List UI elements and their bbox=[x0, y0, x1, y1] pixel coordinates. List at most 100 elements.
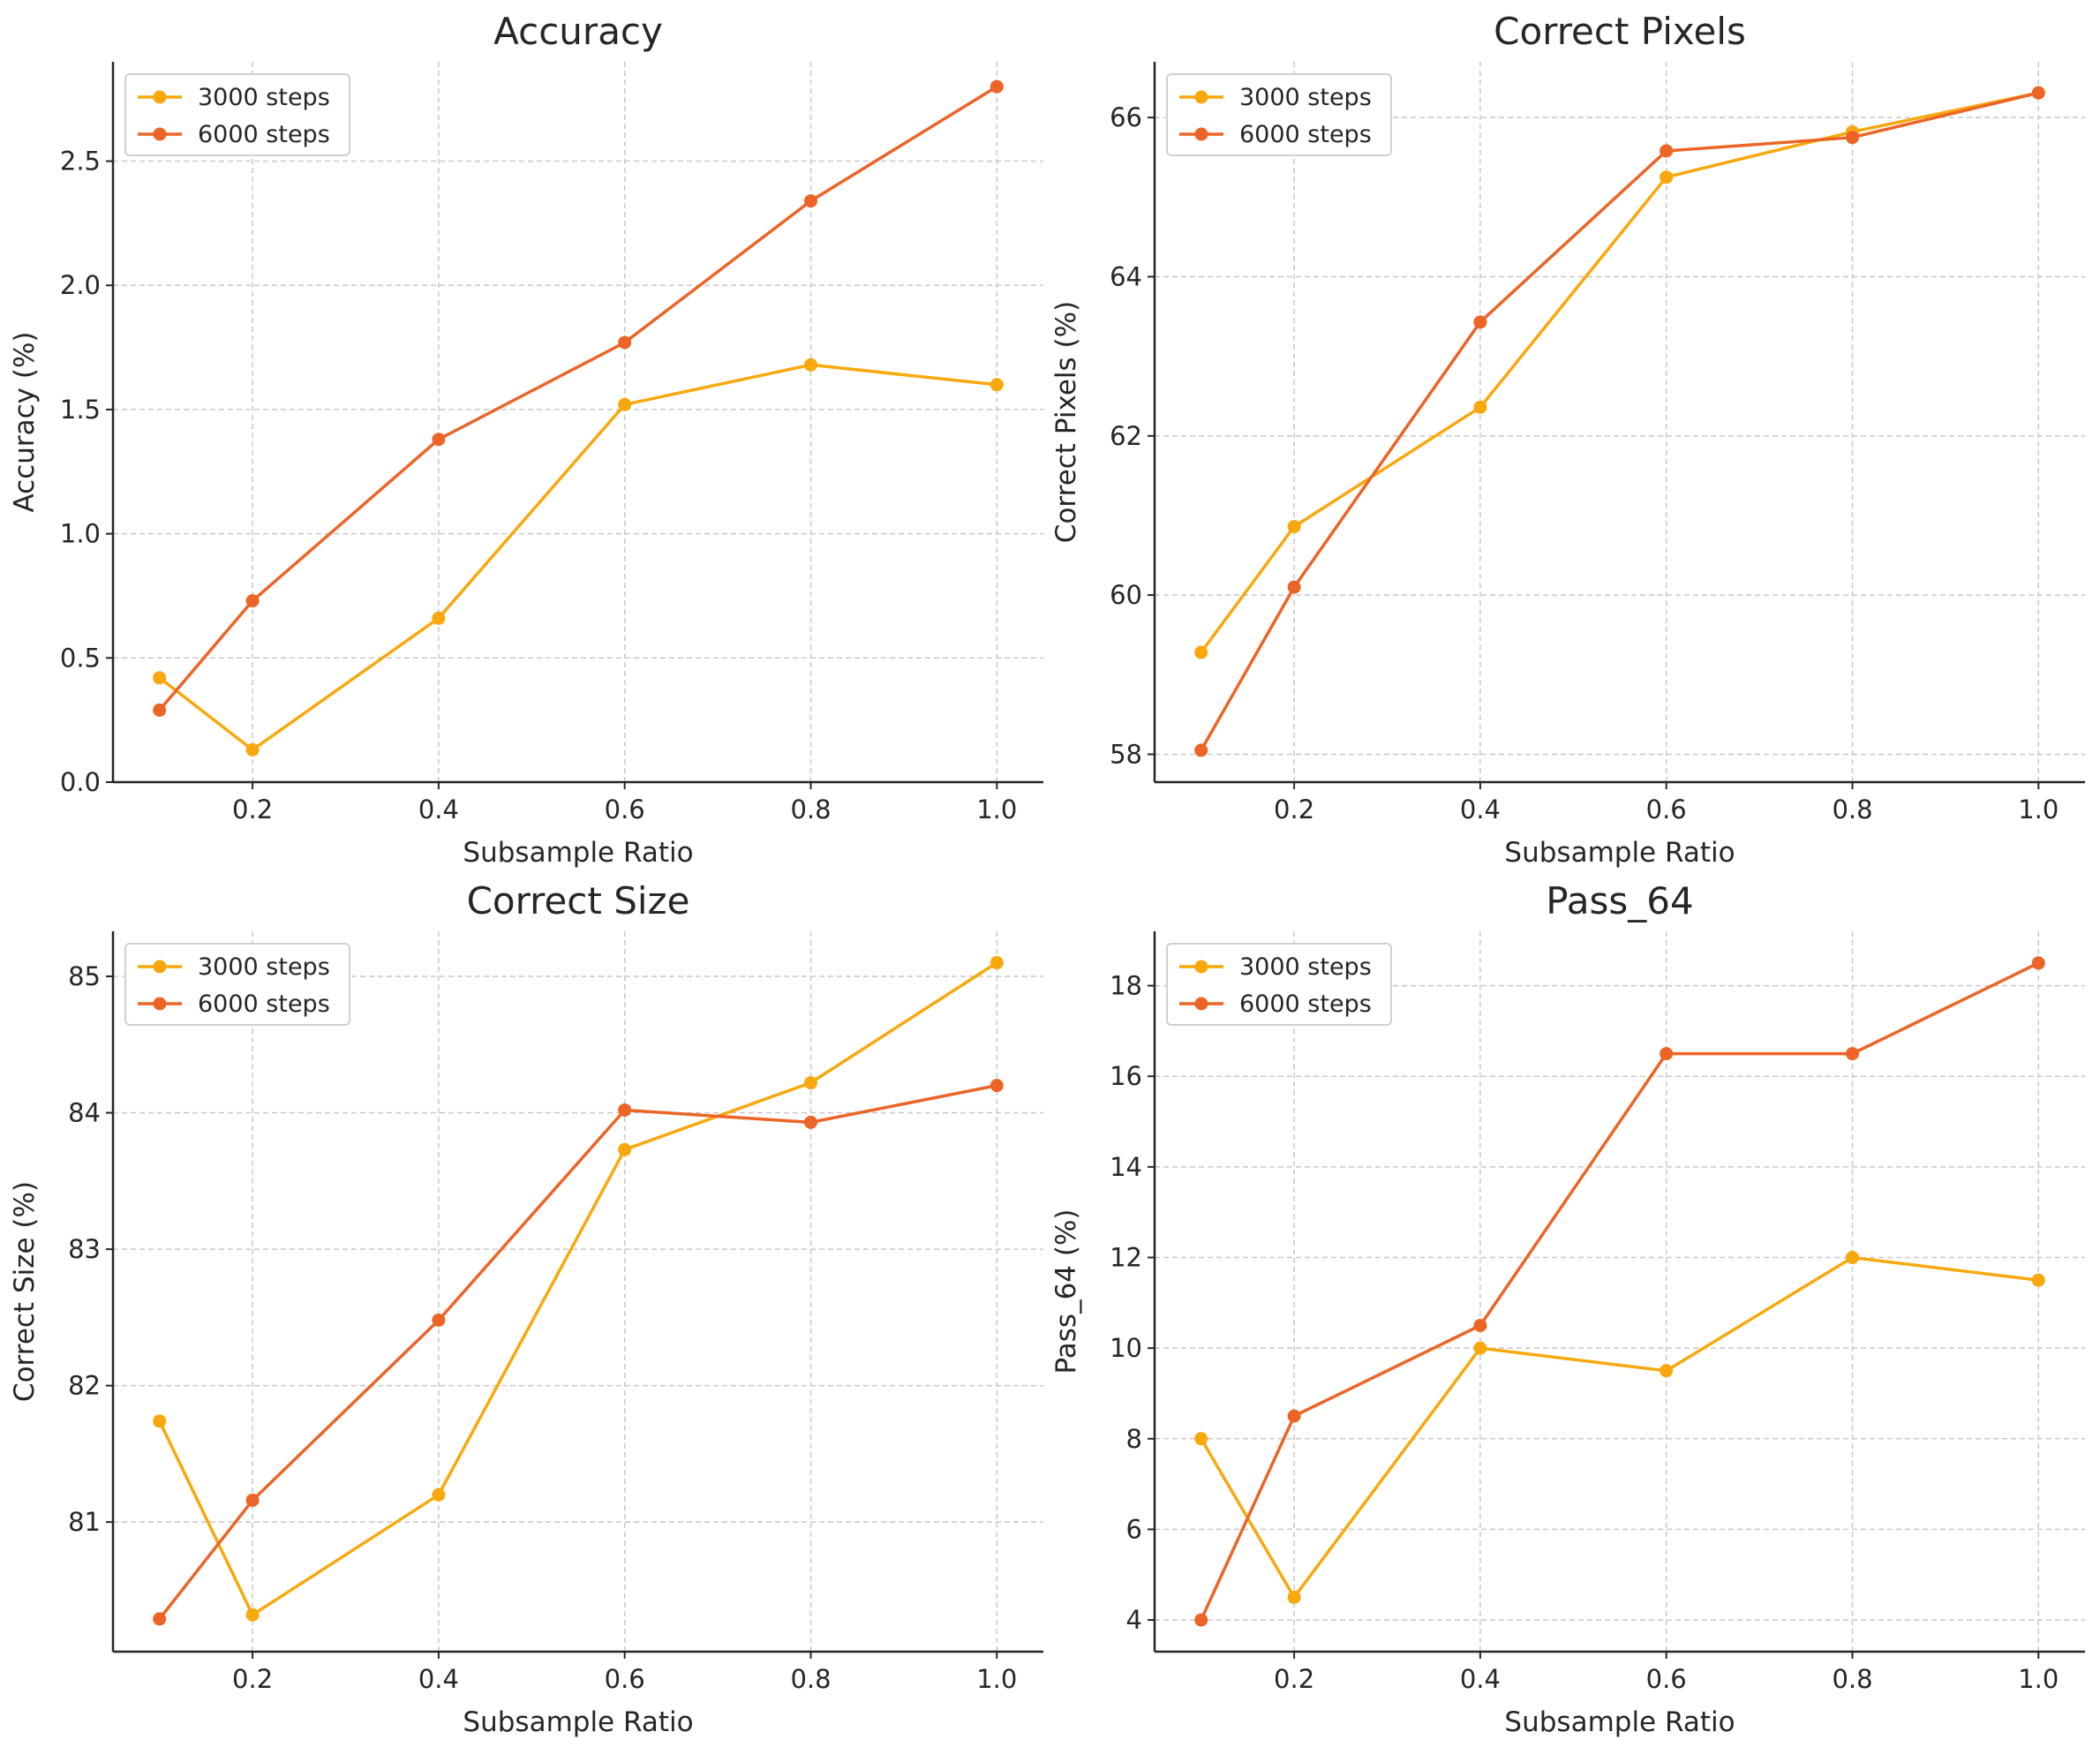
data-point bbox=[1846, 1251, 1859, 1265]
x-tick-label: 0.2 bbox=[1274, 1664, 1314, 1694]
y-tick-label: 12 bbox=[1110, 1243, 1142, 1273]
data-point bbox=[1287, 1409, 1301, 1423]
data-point bbox=[432, 1487, 446, 1502]
data-point bbox=[1194, 645, 1208, 659]
data-point bbox=[990, 378, 1004, 392]
chart-title: Correct Pixels bbox=[1494, 10, 1746, 53]
x-tick-label: 0.2 bbox=[232, 1664, 273, 1694]
x-tick-label: 0.6 bbox=[1646, 794, 1687, 825]
chart-title: Accuracy bbox=[493, 10, 663, 53]
x-tick-label: 0.2 bbox=[1274, 794, 1314, 825]
data-point bbox=[1287, 1590, 1301, 1604]
data-point bbox=[618, 1142, 632, 1156]
x-tick-label: 0.8 bbox=[790, 794, 831, 825]
series-1 bbox=[1194, 1251, 2045, 1604]
x-axis-label: Subsample Ratio bbox=[1504, 837, 1735, 869]
x-tick-label: 0.8 bbox=[1832, 1664, 1872, 1694]
y-tick-label: 60 bbox=[1110, 580, 1142, 610]
legend: 3000 steps 6000 steps bbox=[1166, 943, 1392, 1026]
legend: 3000 steps 6000 steps bbox=[1166, 73, 1392, 156]
data-point bbox=[153, 1414, 167, 1428]
series-1 bbox=[1194, 86, 2045, 659]
data-point bbox=[1846, 1047, 1859, 1061]
data-point bbox=[2031, 1273, 2045, 1287]
chart-panel-4: 0.2 0.4 0.6 0.8 1.0 4 6 8 10 12 14 16 18 Pass_64 Subsa… bbox=[1050, 879, 2085, 1738]
x-tick-label: 1.0 bbox=[2018, 794, 2059, 825]
chart-panel-2: 0.2 0.4 0.6 0.8 1.0 58 60 62 64 66 Correct Pixels S… bbox=[1050, 10, 2085, 869]
series-line bbox=[158, 85, 998, 712]
gridlines bbox=[113, 62, 1043, 783]
series-1 bbox=[153, 956, 1004, 1622]
data-point bbox=[153, 1612, 167, 1626]
y-tick-label: 10 bbox=[1110, 1333, 1142, 1363]
x-tick-label: 0.8 bbox=[790, 1664, 831, 1694]
y-tick-label: 0.0 bbox=[60, 767, 101, 797]
y-tick-label: 58 bbox=[1110, 739, 1142, 769]
series-line bbox=[1200, 1255, 2039, 1600]
legend-swatch-marker bbox=[1194, 960, 1208, 974]
legend-label: 3000 steps bbox=[1239, 953, 1372, 981]
series-line bbox=[158, 961, 998, 1617]
y-tick-label: 8 bbox=[1126, 1424, 1142, 1454]
legend-swatch-marker bbox=[153, 960, 167, 974]
x-tick-label: 1.0 bbox=[976, 1664, 1017, 1694]
legend-label: 3000 steps bbox=[198, 953, 330, 981]
data-point bbox=[1660, 170, 1674, 184]
legend-label: 6000 steps bbox=[1239, 121, 1372, 148]
data-point bbox=[1660, 1364, 1674, 1378]
data-point bbox=[432, 1313, 446, 1327]
data-point bbox=[1473, 315, 1487, 329]
gridlines bbox=[1155, 931, 2085, 1652]
data-point bbox=[1846, 131, 1859, 145]
data-point bbox=[2031, 956, 2045, 970]
y-axis-label: Correct Pixels (%) bbox=[1050, 301, 1082, 543]
chart-title: Correct Size bbox=[467, 879, 690, 922]
legend-label: 3000 steps bbox=[1239, 84, 1372, 111]
x-tick-label: 0.6 bbox=[605, 1664, 645, 1694]
legend-swatch-marker bbox=[153, 127, 167, 141]
x-tick-label: 0.4 bbox=[1460, 1664, 1501, 1694]
data-point bbox=[1194, 1432, 1208, 1446]
data-point bbox=[990, 1079, 1004, 1093]
series-1 bbox=[153, 358, 1004, 757]
y-tick-label: 1.0 bbox=[60, 519, 101, 549]
series-line bbox=[158, 363, 997, 752]
y-tick-label: 18 bbox=[1110, 971, 1142, 1001]
data-point bbox=[245, 1493, 260, 1507]
data-point bbox=[804, 194, 817, 208]
data-point bbox=[618, 335, 632, 350]
y-tick-label: 6 bbox=[1126, 1514, 1142, 1544]
data-point bbox=[1194, 743, 1208, 757]
chart-title: Pass_64 bbox=[1546, 879, 1693, 922]
x-tick-label: 0.2 bbox=[232, 794, 273, 825]
chart-panel-3: 0.2 0.4 0.6 0.8 1.0 81 82 83 84 85 Correct Size Sub… bbox=[9, 879, 1043, 1738]
data-point bbox=[1473, 1318, 1487, 1332]
y-tick-label: 85 bbox=[68, 961, 101, 991]
y-tick-label: 16 bbox=[1110, 1061, 1142, 1091]
y-axis-label: Accuracy (%) bbox=[9, 331, 41, 512]
data-point bbox=[804, 358, 817, 372]
legend-swatch-marker bbox=[1194, 90, 1208, 104]
data-point bbox=[1287, 520, 1301, 534]
y-axis-label: Correct Size (%) bbox=[9, 1181, 41, 1402]
y-tick-label: 0.5 bbox=[60, 643, 101, 673]
legend-swatch-marker bbox=[153, 90, 167, 104]
y-tick-label: 82 bbox=[68, 1371, 101, 1401]
data-point bbox=[990, 956, 1004, 970]
y-tick-label: 2.0 bbox=[60, 270, 101, 300]
data-point bbox=[153, 671, 167, 685]
series-2 bbox=[1194, 956, 2045, 1627]
series-2 bbox=[1194, 86, 2045, 757]
data-point bbox=[804, 1115, 817, 1129]
data-point bbox=[432, 433, 446, 447]
data-point bbox=[432, 611, 446, 625]
data-point bbox=[990, 79, 1004, 94]
legend-label: 6000 steps bbox=[1239, 990, 1372, 1018]
x-tick-label: 0.4 bbox=[418, 794, 459, 825]
gridlines bbox=[1155, 62, 2085, 782]
x-axis-label: Subsample Ratio bbox=[1504, 1706, 1735, 1738]
series-2 bbox=[153, 79, 1004, 717]
y-tick-label: 64 bbox=[1110, 261, 1142, 291]
y-axis-label: Pass_64 (%) bbox=[1050, 1209, 1082, 1374]
